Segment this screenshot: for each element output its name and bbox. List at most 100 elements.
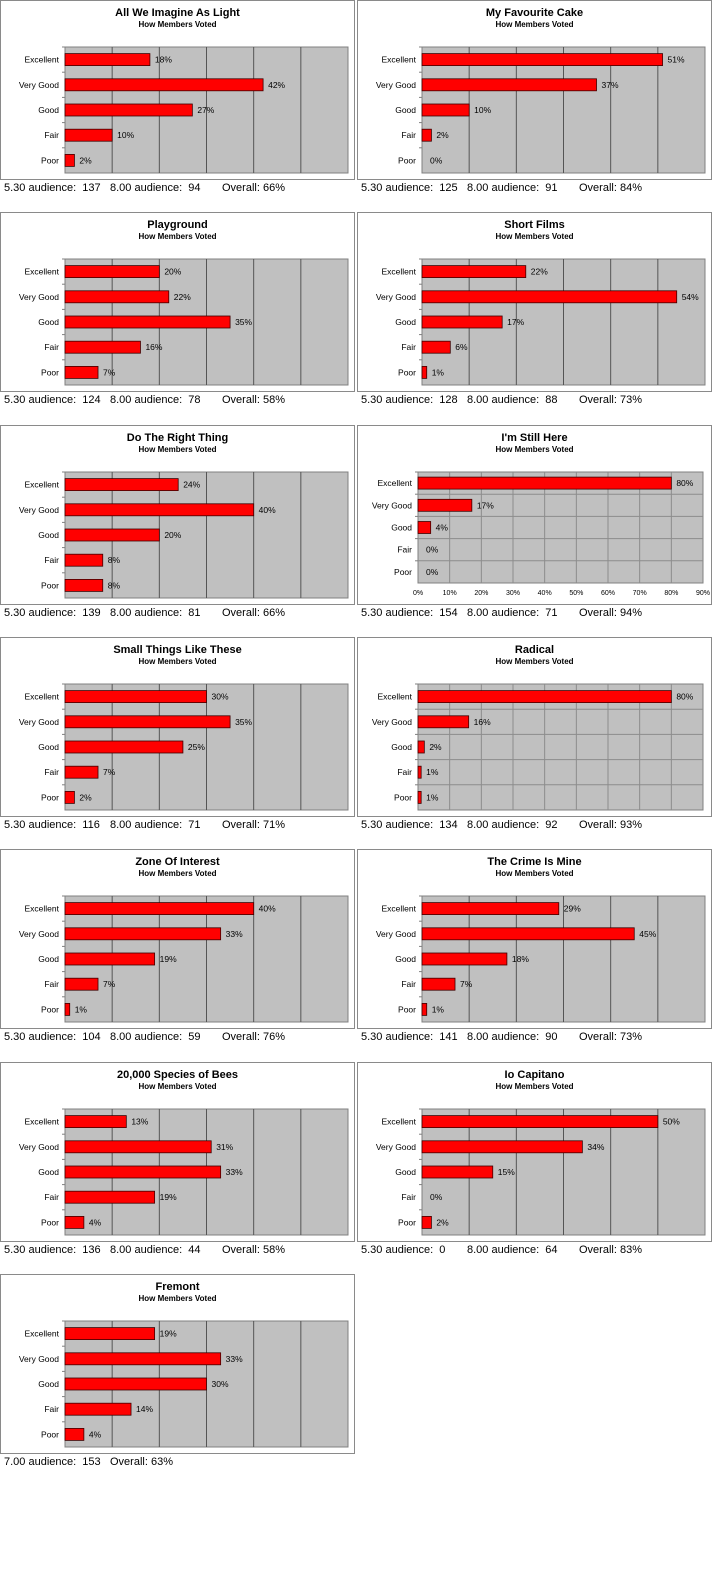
bar-value-label: 17% — [507, 317, 524, 327]
category-label: Poor — [398, 155, 416, 165]
chart-subtitle: How Members Voted — [138, 1082, 216, 1091]
category-label: Fair — [44, 130, 59, 140]
bar — [64, 690, 207, 703]
chart-panel: Do The Right Thing How Members Voted Excel… — [0, 424, 355, 637]
bar-value-label: 40% — [259, 504, 276, 514]
bar — [421, 1165, 494, 1178]
overall-score: Overall: 66% — [222, 182, 285, 194]
chart-panel: Short Films How Members Voted Excellent 22%… — [357, 212, 712, 424]
bar — [64, 1165, 222, 1178]
audience-count: 8.00 audience: 88 — [467, 394, 558, 407]
category-label: Excellent — [25, 1116, 60, 1126]
bar-value-label: 2% — [436, 130, 449, 140]
audience-count: 8.00 audience: 78 — [110, 394, 201, 407]
category-label: Very Good — [376, 80, 416, 90]
bar-value-label: 40% — [259, 904, 276, 914]
chart-panel: All We Imagine As Light How Members Voted… — [0, 0, 355, 212]
bar-value-label: 7% — [103, 979, 116, 989]
bar-value-label: 18% — [155, 55, 172, 65]
audience-count: 5.30 audience: 104 — [4, 1031, 101, 1044]
bar-value-label: 10% — [474, 105, 491, 115]
category-label: Excellent — [25, 55, 60, 65]
chart-panel: My Favourite Cake How Members Voted Excell… — [357, 0, 712, 212]
category-label: Good — [38, 105, 59, 115]
overall-score: Overall: 73% — [579, 394, 642, 407]
plot-area — [417, 471, 704, 584]
bar — [421, 1215, 432, 1229]
plot-area — [417, 683, 704, 811]
category-label: Excellent — [382, 55, 417, 65]
chart-box: The Crime Is Mine How Members Voted Excell… — [357, 849, 712, 1030]
bar — [64, 927, 222, 941]
x-tick-label: 90% — [696, 590, 710, 597]
category-label: Excellent — [382, 267, 417, 277]
chart-title: Playground — [147, 219, 208, 231]
bar — [64, 1402, 132, 1416]
category-label: Excellent — [25, 267, 60, 277]
bar-value-label: 2% — [436, 1217, 449, 1227]
bar — [421, 902, 560, 916]
bar — [64, 366, 99, 380]
bar — [64, 1003, 71, 1016]
bar — [421, 290, 678, 304]
category-label: Very Good — [372, 717, 412, 727]
overall-score: Overall: 76% — [222, 1031, 285, 1044]
category-label: Very Good — [19, 717, 59, 727]
bar-value-label: 0% — [430, 155, 443, 165]
chart-panel: Small Things Like These How Members Voted… — [0, 636, 355, 849]
bar-value-label: 7% — [103, 767, 116, 777]
chart-box: I'm Still Here How Members Voted Excellent… — [357, 424, 712, 605]
chart-panel: The Crime Is Mine How Members Voted Excell… — [357, 849, 712, 1061]
bar — [64, 952, 156, 966]
category-label: Poor — [41, 155, 59, 165]
bar-value-label: 0% — [426, 566, 439, 576]
x-tick-label: 20% — [474, 590, 488, 597]
bar-value-label: 42% — [268, 80, 285, 90]
chart-subtitle: How Members Voted — [138, 1294, 216, 1303]
chart-subtitle: How Members Voted — [138, 657, 216, 666]
category-label: Very Good — [376, 929, 416, 939]
bar — [64, 902, 255, 916]
category-label: Poor — [41, 580, 59, 590]
category-label: Poor — [398, 1005, 416, 1015]
bar-value-label: 25% — [188, 742, 205, 752]
bar-value-label: 14% — [136, 1404, 153, 1414]
chart-title: Zone Of Interest — [135, 856, 220, 868]
audience-count: 8.00 audience: 91 — [467, 182, 558, 194]
bar — [64, 315, 231, 329]
category-label: Good — [38, 317, 59, 327]
bar — [421, 1139, 583, 1153]
bar — [64, 715, 231, 729]
x-tick-label: 50% — [569, 590, 583, 597]
category-label: Good — [391, 522, 412, 532]
audience-count: 5.30 audience: 139 — [4, 606, 101, 619]
chart-box: All We Imagine As Light How Members Voted… — [0, 0, 355, 180]
chart-subtitle: How Members Voted — [138, 869, 216, 878]
bar-value-label: 0% — [426, 544, 439, 554]
category-label: Fair — [401, 1192, 416, 1202]
bar-value-label: 51% — [668, 55, 685, 65]
chart-subtitle: How Members Voted — [495, 657, 573, 666]
bar-value-label: 80% — [676, 691, 693, 701]
category-label: Excellent — [25, 1328, 60, 1338]
bar-value-label: 22% — [174, 292, 191, 302]
audience-count: 7.00 audience: 153 — [4, 1455, 101, 1468]
bar-value-label: 31% — [216, 1141, 233, 1151]
bar — [64, 78, 264, 92]
bar-value-label: 35% — [235, 317, 252, 327]
x-tick-label: 60% — [601, 590, 615, 597]
bar-value-label: 4% — [436, 522, 449, 532]
audience-count: 8.00 audience: 90 — [467, 1031, 558, 1044]
bar — [64, 528, 160, 541]
chart-panel: Playground How Members Voted Excellent 20% V… — [0, 212, 355, 424]
category-label: Poor — [41, 1217, 59, 1227]
bar — [64, 790, 75, 804]
chart-title: Radical — [515, 644, 554, 656]
audience-count: 8.00 audience: 44 — [110, 1243, 201, 1256]
chart-subtitle: How Members Voted — [495, 445, 573, 454]
bar-value-label: 20% — [164, 530, 181, 540]
audience-count: 5.30 audience: 128 — [361, 394, 458, 407]
